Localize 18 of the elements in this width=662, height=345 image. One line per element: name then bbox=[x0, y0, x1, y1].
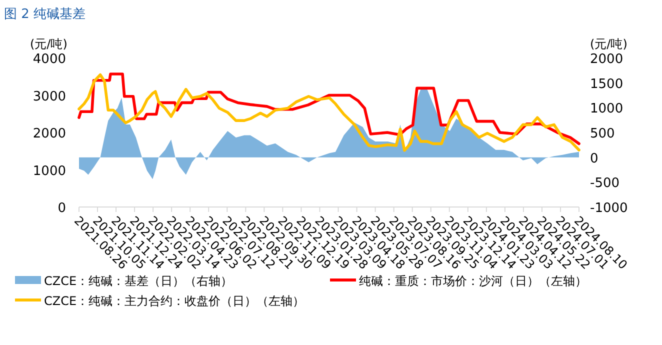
y2-tick-label: -500 bbox=[590, 176, 620, 192]
y2-tick-label: 1000 bbox=[590, 102, 624, 117]
legend-label: 纯碱：重质：市场价：沙河（日）（左轴） bbox=[359, 274, 587, 288]
y-tick-label: 1000 bbox=[32, 164, 66, 179]
y2-tick-label: 1500 bbox=[590, 76, 624, 92]
legend-label: CZCE：纯碱：基差（日）（右轴） bbox=[44, 274, 233, 288]
y2-tick-label: 500 bbox=[590, 126, 615, 142]
y-axis-title: (元/吨) bbox=[30, 37, 68, 51]
y2-axis-title: (元/吨) bbox=[590, 37, 628, 51]
y2-tick-label: -1000 bbox=[590, 201, 628, 216]
legend-label: CZCE：纯碱：主力合约：收盘价（日）（左轴） bbox=[44, 294, 305, 308]
y-tick-label: 0 bbox=[58, 201, 66, 216]
y-tick-label: 2000 bbox=[32, 126, 66, 142]
y-tick-label: 3000 bbox=[32, 89, 66, 104]
chart-title: 图 2 纯碱基差 bbox=[4, 7, 86, 22]
y2-tick-label: 0 bbox=[590, 151, 598, 166]
y2-tick-label: 2000 bbox=[590, 52, 624, 67]
y-tick-label: 4000 bbox=[32, 52, 66, 67]
